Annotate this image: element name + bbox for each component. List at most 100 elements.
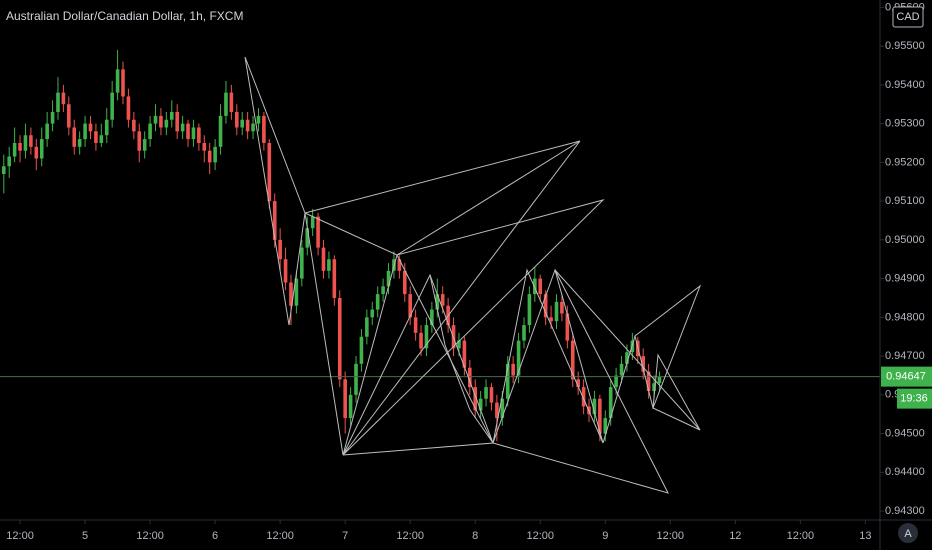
y-tick-label: 0.95500 [885, 40, 925, 52]
price-axis-background [880, 0, 932, 550]
candle-body [283, 259, 288, 283]
candle-body [500, 398, 505, 419]
candle-body [365, 317, 369, 337]
candle-body [316, 216, 320, 248]
candle-body [581, 387, 586, 407]
candle-body [262, 115, 266, 143]
y-tick-label: 0.95000 [885, 234, 925, 246]
candle-body [413, 317, 418, 333]
auto-scale-label[interactable]: A [904, 528, 912, 540]
last-price-box [881, 366, 932, 387]
candle-body [625, 352, 629, 364]
candle-body [289, 282, 293, 306]
x-tick-label: 5 [82, 530, 88, 542]
candle-body [435, 294, 440, 310]
candle-body [489, 387, 494, 403]
candle-body [61, 92, 66, 105]
candle-body [213, 146, 217, 163]
candle-body [327, 259, 331, 271]
candles [0, 49, 880, 442]
pattern-line [429, 274, 494, 444]
candle-body [23, 135, 28, 151]
candle-body [554, 301, 559, 322]
x-tick-label: 8 [472, 530, 478, 542]
candle-body [18, 142, 22, 151]
candle-body [354, 363, 358, 395]
candle-body [115, 69, 120, 93]
candle-body [294, 278, 299, 306]
candle-body [375, 294, 380, 310]
harmonic-patterns [244, 56, 702, 494]
candle-body [88, 123, 93, 132]
candle-body [267, 142, 272, 202]
x-tick-label: 12 [729, 530, 741, 542]
auto-scale-button[interactable] [898, 523, 918, 543]
candle-body [484, 387, 488, 399]
countdown-label: 19:36 [900, 393, 928, 405]
candle-body [657, 376, 662, 384]
candle-body [77, 139, 82, 147]
pattern-line [492, 269, 701, 494]
candle-body [229, 92, 234, 112]
candle-body [592, 398, 597, 415]
candle-body [386, 270, 391, 287]
pattern-line [342, 140, 581, 456]
candle-body [148, 123, 152, 140]
candle-body [419, 332, 423, 349]
y-tick-label: 0.95200 [885, 156, 925, 168]
candle-body [462, 340, 467, 368]
candle-body [1, 166, 6, 174]
candle-body [132, 119, 136, 132]
candle-body [381, 286, 385, 295]
x-tick-label: 12:00 [266, 530, 294, 542]
candle-body [39, 139, 44, 159]
candle-body [186, 123, 190, 140]
x-tick-label: 7 [342, 530, 348, 542]
currency-box[interactable] [892, 6, 924, 28]
candle-body [251, 123, 255, 132]
candle-body [99, 135, 104, 143]
candle-body [121, 69, 125, 97]
candle-body [538, 278, 543, 295]
candle-body [197, 127, 201, 143]
pattern-line [244, 56, 306, 326]
candle-body [218, 115, 223, 147]
y-tick-label: 0.94700 [885, 350, 925, 362]
time-axis-background [0, 520, 932, 550]
candle-body [598, 398, 602, 434]
x-tick-label: 13 [859, 530, 871, 542]
candle-body [224, 92, 228, 116]
currency[interactable]: CAD [896, 11, 919, 23]
candle-body [7, 156, 12, 167]
candle-body [511, 363, 515, 376]
x-tick-label: 12:00 [6, 530, 34, 542]
candle-body [570, 340, 575, 380]
candle-body [603, 418, 608, 434]
candle-body [240, 119, 245, 128]
candle-body [343, 379, 347, 419]
candle-body [175, 111, 179, 132]
candle-body [560, 301, 564, 314]
candle-body [207, 150, 212, 163]
countdown-box [897, 388, 932, 409]
candle-body [50, 111, 55, 124]
pattern-line [602, 284, 702, 444]
candle-body [245, 119, 250, 132]
x-tick-label: 12:00 [136, 530, 164, 542]
candle-body [533, 278, 537, 295]
candle-body [614, 375, 618, 388]
candle-body [332, 259, 337, 298]
candle-body [67, 104, 71, 128]
axes: 0.943000.944000.945000.946000.947000.948… [6, 1, 932, 542]
chart-title: Australian Dollar/Canadian Dollar, 1h, F… [6, 9, 243, 23]
candle-body [430, 309, 434, 326]
candle-body [641, 356, 646, 372]
pattern-line [652, 353, 701, 431]
candle-body [83, 123, 87, 140]
candle-body [202, 142, 207, 151]
candle-body [126, 96, 131, 120]
y-tick-label: 0.94500 [885, 427, 925, 439]
candle-body [72, 127, 77, 147]
candle-body [468, 367, 472, 388]
